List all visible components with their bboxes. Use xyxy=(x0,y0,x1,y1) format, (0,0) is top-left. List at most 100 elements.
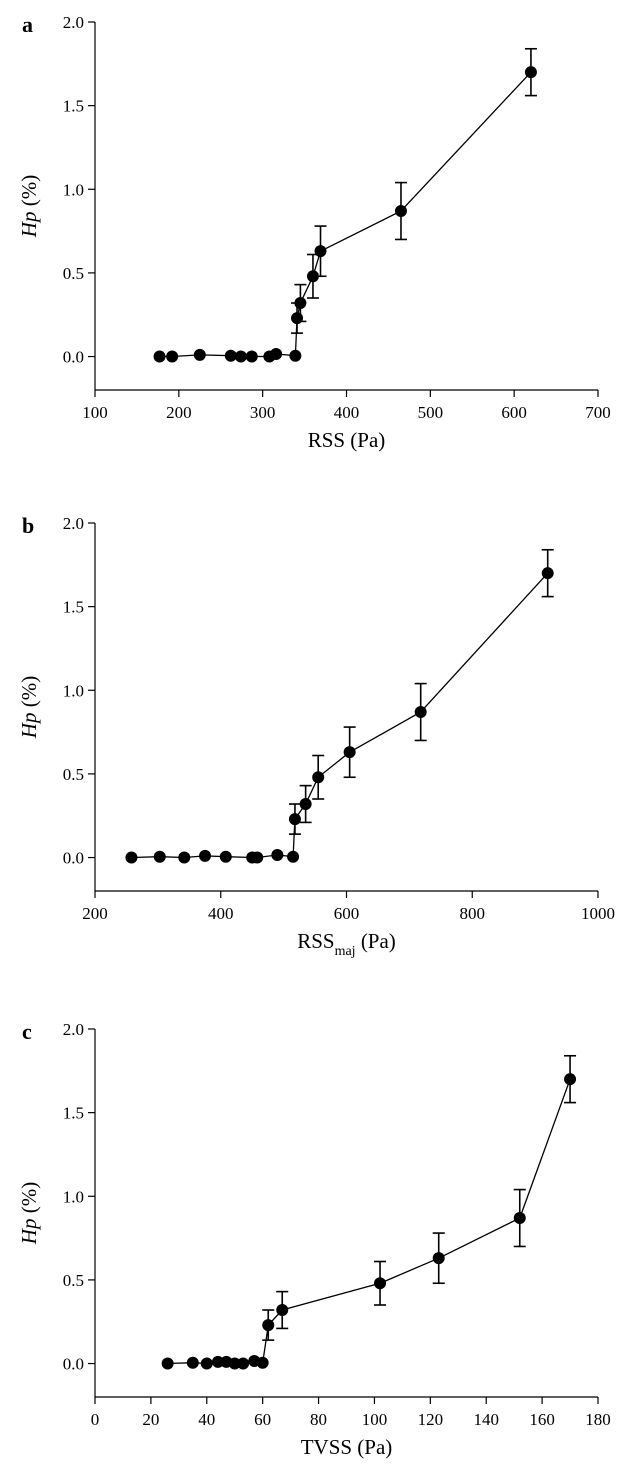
x-axis-title: RSSmaj (Pa) xyxy=(297,929,396,959)
data-point xyxy=(394,205,407,218)
series-line xyxy=(159,71,532,358)
data-point xyxy=(414,706,427,719)
data-point xyxy=(237,1357,250,1370)
data-point xyxy=(251,851,264,864)
x-tick-label: 500 xyxy=(418,403,444,422)
data-point xyxy=(262,1319,275,1332)
y-axis-title-var: Hp xyxy=(17,1219,41,1246)
data-point xyxy=(374,1277,387,1290)
data-point xyxy=(513,1212,526,1225)
data-point xyxy=(186,1356,199,1369)
data-point xyxy=(271,849,284,862)
data-point xyxy=(228,1357,241,1370)
y-tick-label: 1.0 xyxy=(63,1187,84,1206)
x-tick-label: 300 xyxy=(250,403,276,422)
x-tick-label: 0 xyxy=(91,1410,100,1429)
x-tick-label: 600 xyxy=(334,904,360,923)
x-axis-title: RSS (Pa) xyxy=(308,428,386,452)
y-axis-title-unit: (%) xyxy=(17,1182,41,1219)
data-point xyxy=(524,66,537,79)
data-point xyxy=(564,1073,577,1086)
data-point xyxy=(291,312,304,325)
y-tick-label: 2.0 xyxy=(63,13,84,32)
x-tick-label: 140 xyxy=(473,1410,499,1429)
data-point xyxy=(287,850,300,863)
y-tick-label: 0.5 xyxy=(63,765,84,784)
series-line xyxy=(167,1078,571,1365)
x-tick-label: 100 xyxy=(362,1410,388,1429)
x-axis-title-main: RSS xyxy=(297,929,334,953)
y-tick-label: 2.0 xyxy=(63,514,84,533)
data-point xyxy=(224,349,237,362)
x-tick-label: 80 xyxy=(310,1410,327,1429)
data-point xyxy=(153,850,166,863)
data-point xyxy=(541,567,554,580)
x-tick-label: 700 xyxy=(585,403,611,422)
y-tick-label: 0.0 xyxy=(63,348,84,367)
y-axis-title-var: Hp xyxy=(17,212,41,239)
data-point xyxy=(289,349,302,362)
y-tick-label: 1.5 xyxy=(63,598,84,617)
y-tick-label: 1.0 xyxy=(63,180,84,199)
x-tick-label: 600 xyxy=(501,403,527,422)
data-point xyxy=(432,1252,445,1265)
data-point xyxy=(234,350,247,363)
data-point xyxy=(314,245,327,258)
panel-letter: c xyxy=(22,1019,32,1044)
data-point xyxy=(245,350,258,363)
y-axis-title: Hp (%) xyxy=(17,676,41,739)
data-point xyxy=(343,746,356,759)
x-tick-label: 160 xyxy=(529,1410,555,1429)
data-point xyxy=(161,1357,174,1370)
y-axis-title: Hp (%) xyxy=(17,175,41,238)
panel-letter: a xyxy=(22,12,33,37)
x-tick-label: 200 xyxy=(82,904,108,923)
data-point xyxy=(306,270,319,283)
x-tick-label: 200 xyxy=(166,403,192,422)
x-axis-title-sub: maj xyxy=(335,944,356,959)
x-axis-title: TVSS (Pa) xyxy=(301,1435,393,1459)
data-point xyxy=(288,813,301,826)
data-point xyxy=(299,798,312,811)
y-tick-label: 2.0 xyxy=(63,1020,84,1039)
x-axis-title-unit: (Pa) xyxy=(356,929,396,953)
y-tick-label: 1.5 xyxy=(63,1104,84,1123)
x-tick-label: 400 xyxy=(334,403,360,422)
y-axis-title-var: Hp xyxy=(17,713,41,740)
y-axis-title-unit: (%) xyxy=(17,676,41,713)
x-tick-label: 60 xyxy=(254,1410,271,1429)
data-point xyxy=(294,297,307,310)
data-point xyxy=(178,851,191,864)
data-point xyxy=(276,1304,289,1317)
x-tick-label: 1000 xyxy=(581,904,615,923)
x-tick-label: 400 xyxy=(208,904,234,923)
data-point xyxy=(125,851,138,864)
y-tick-label: 1.0 xyxy=(63,681,84,700)
panel-letter: b xyxy=(22,513,34,538)
data-point xyxy=(166,350,179,363)
x-tick-label: 120 xyxy=(418,1410,444,1429)
y-tick-label: 0.0 xyxy=(63,849,84,868)
y-axis-title-unit: (%) xyxy=(17,175,41,212)
data-point xyxy=(199,849,212,862)
panel-c: c 0.0 0.5 1.0 1.5 2.0 0 20 40 60 80 100 120 140 160 180… xyxy=(17,1019,611,1459)
data-point xyxy=(219,850,232,863)
panel-a: a 0.0 0.5 1.0 1.5 2.0 100 200 300 400 500 600 700 Hp … xyxy=(17,12,611,452)
data-point xyxy=(200,1357,213,1370)
data-point xyxy=(312,771,325,784)
x-tick-label: 180 xyxy=(585,1410,611,1429)
x-tick-label: 20 xyxy=(142,1410,159,1429)
y-axis-title: Hp (%) xyxy=(17,1182,41,1245)
y-tick-label: 0.0 xyxy=(63,1355,84,1374)
y-tick-label: 1.5 xyxy=(63,97,84,116)
data-point xyxy=(193,348,206,361)
x-tick-label: 100 xyxy=(82,403,108,422)
y-tick-label: 0.5 xyxy=(63,1271,84,1290)
x-tick-label: 800 xyxy=(460,904,486,923)
y-tick-label: 0.5 xyxy=(63,264,84,283)
data-point xyxy=(270,348,283,361)
panel-b: b 0.0 0.5 1.0 1.5 2.0 200 400 600 800 1000 Hp (%) RS… xyxy=(17,513,615,959)
data-point xyxy=(153,350,166,363)
x-tick-label: 40 xyxy=(198,1410,215,1429)
